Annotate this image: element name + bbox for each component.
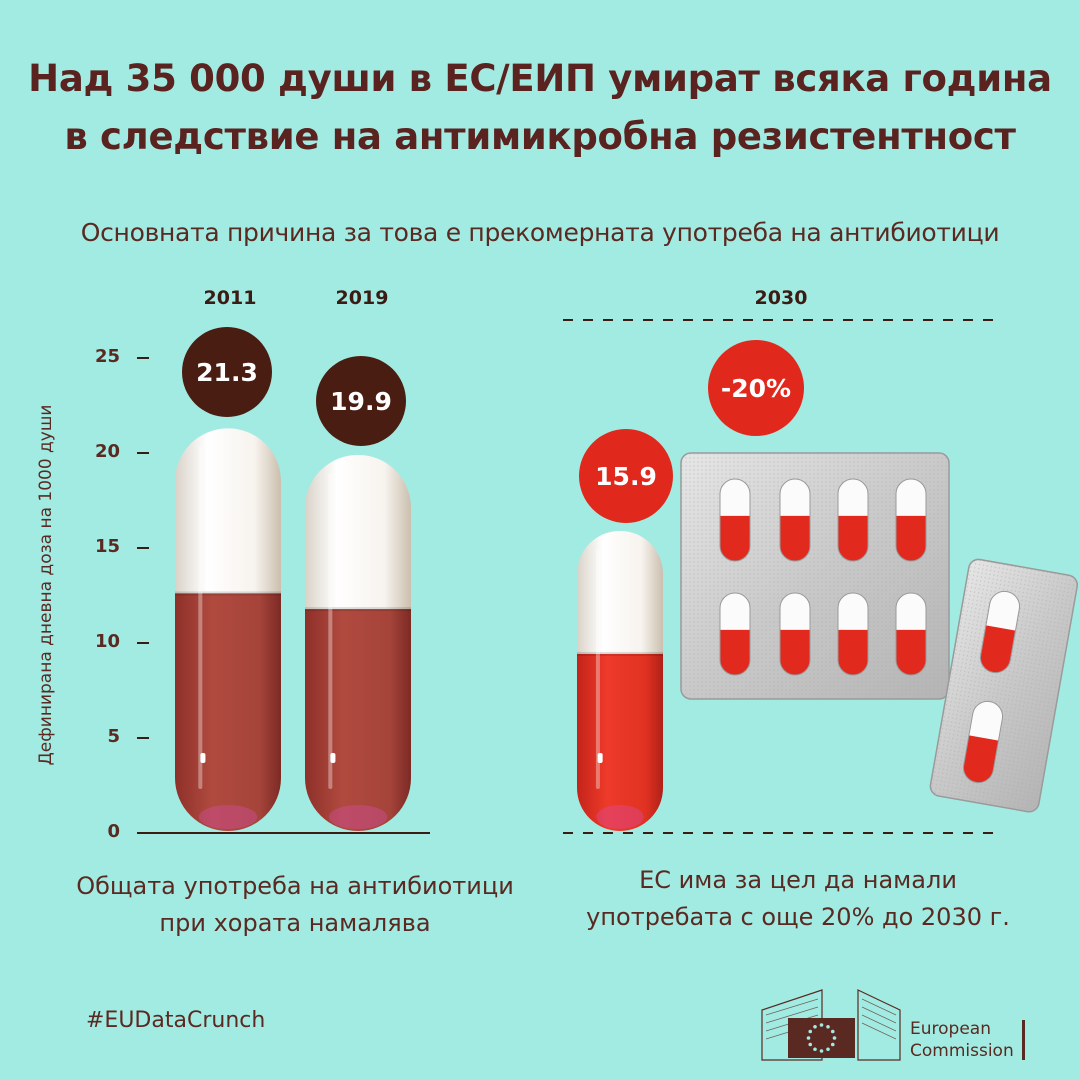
value-label: 21.3 [196, 358, 258, 387]
blister-pill-icon [978, 589, 1022, 675]
eu-star-icon [819, 1023, 824, 1027]
eu-star-icon [808, 1029, 813, 1034]
blister-pill-icon [719, 592, 751, 676]
capsule-cap-top [577, 530, 663, 656]
logo-text: European Commission [910, 1018, 1014, 1062]
eu-star-icon [826, 1047, 830, 1052]
page-title: Над 35 000 души в ЕС/ЕИП умират всяка го… [0, 50, 1080, 166]
subtitle: Основната причина за това е прекомерната… [80, 218, 1000, 247]
y-tick-mark [137, 357, 149, 359]
target-reduction-badge: -20% [708, 340, 804, 436]
blister-pill-icon [719, 478, 751, 562]
value-badge-2019: 19.9 [316, 356, 406, 446]
value-badge-2011: 21.3 [182, 327, 272, 417]
y-tick-label: 0 [107, 821, 120, 842]
blister-pill-icon [837, 478, 869, 562]
caption-left-text: Общата употреба на антибиотици при хорат… [76, 872, 514, 937]
logo-line-1: European [910, 1019, 991, 1039]
capsule-body-bottom [305, 609, 411, 831]
y-tick-label: 15 [94, 536, 120, 557]
y-tick-mark [137, 642, 149, 644]
eu-star-icon [813, 1024, 817, 1029]
capsule-body-bottom [175, 593, 281, 831]
y-tick-label: 25 [94, 346, 120, 367]
hashtag: #EUDataCrunch [86, 1008, 266, 1033]
caption-right: ЕС има за цел да намали употребата с още… [548, 862, 1048, 936]
blister-pill-icon [837, 592, 869, 676]
y-tick-mark [137, 737, 149, 739]
year-label-2011: 2011 [203, 287, 257, 309]
capsule-bar-2011 [175, 428, 281, 831]
blister-pill-icon [895, 592, 927, 676]
eu-star-icon [813, 1047, 817, 1052]
y-tick-label: 20 [94, 441, 120, 462]
y-tick-mark [137, 547, 149, 549]
blister-pill-icon [895, 478, 927, 562]
capsule-cap-top [175, 428, 281, 596]
eu-star-icon [830, 1029, 835, 1034]
year-label-2019: 2019 [335, 287, 389, 309]
value-badge-2030: 15.9 [579, 429, 673, 523]
eu-star-icon [808, 1042, 813, 1047]
y-tick-label: 5 [107, 726, 120, 747]
logo-line-2: Commission [910, 1041, 1014, 1061]
blister-pill-icon [961, 699, 1005, 785]
capsule-bar-2030 [577, 530, 663, 831]
eu-star-icon [819, 1049, 824, 1053]
caption-left: Общата употреба на антибиотици при хорат… [40, 868, 550, 942]
capsule-bar-2019 [305, 454, 411, 831]
title-line-2: в следствие на антимикробна резистентнос… [64, 115, 1016, 158]
value-label: 15.9 [595, 462, 657, 491]
y-tick-label: 10 [94, 631, 120, 652]
logo-divider [1022, 1020, 1025, 1060]
target-reduction-label: -20% [721, 374, 791, 403]
capsule-body-bottom [577, 653, 663, 831]
value-label: 19.9 [330, 387, 392, 416]
eu-star-icon [826, 1024, 830, 1029]
capsule-cap-top [305, 454, 411, 612]
blister-pill-icon [779, 478, 811, 562]
title-line-1: Над 35 000 души в ЕС/ЕИП умират всяка го… [28, 57, 1052, 100]
eu-star-icon [806, 1036, 811, 1040]
caption-right-text: ЕС има за цел да намали употребата с още… [586, 866, 1010, 931]
eu-star-icon [832, 1036, 837, 1040]
year-label-2030: 2030 [754, 287, 808, 309]
y-tick-mark [137, 452, 149, 454]
eu-star-icon [830, 1042, 835, 1047]
blister-pill-icon [779, 592, 811, 676]
eu-logo-icon [761, 989, 901, 1061]
